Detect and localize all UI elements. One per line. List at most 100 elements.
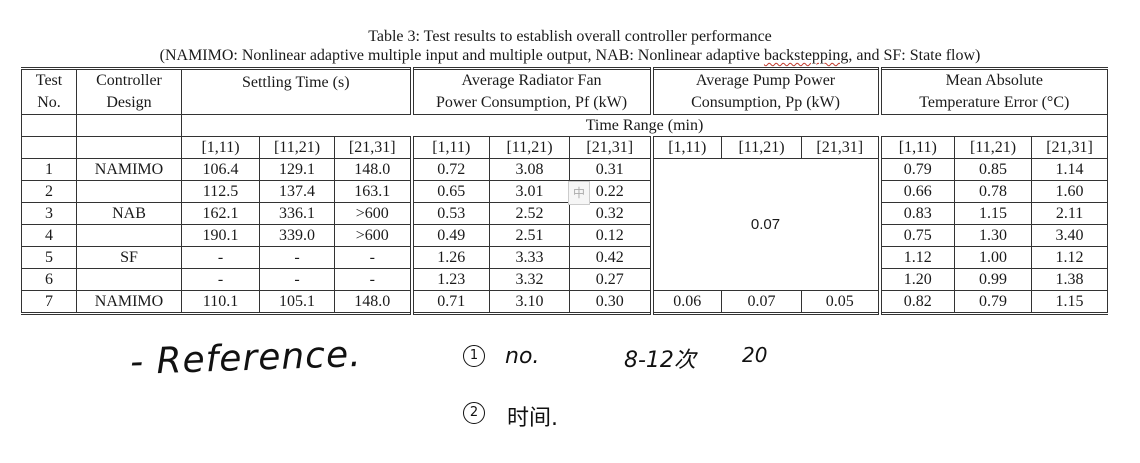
range-label: [11,21) xyxy=(954,136,1033,159)
header-temp-error: Mean Absolute Temperature Error (°C) xyxy=(877,68,1109,115)
header-time-range: Time Range (min) xyxy=(180,114,1109,137)
header-controller-design: Controller Design xyxy=(76,68,182,115)
fan-cell: 0.71 xyxy=(409,290,490,314)
settling-cell: 112.5 xyxy=(181,180,260,203)
fan-cell: 3.33 xyxy=(489,246,570,269)
settling-cell: - xyxy=(181,268,260,291)
settling-cell: - xyxy=(181,246,260,269)
temp-cell: 0.66 xyxy=(877,180,956,203)
settling-cell: 148.0 xyxy=(334,158,412,181)
fan-cell: 0.65 xyxy=(409,180,490,203)
note-item-2-marker: 2 xyxy=(463,400,497,425)
settling-cell: >600 xyxy=(334,202,412,225)
fan-cell: 0.42 xyxy=(569,246,652,269)
temp-cell: 1.38 xyxy=(1031,268,1109,291)
note-item-2: 时间. xyxy=(507,406,558,431)
fan-cell: 0.32 xyxy=(569,202,652,225)
settling-cell: 105.1 xyxy=(259,290,335,314)
table-row: 7 NAMIMO 110.1 105.1 148.0 0.71 3.10 0.3… xyxy=(21,290,1109,314)
table-row: 1 NAMIMO 106.4 129.1 148.0 0.72 3.08 0.3… xyxy=(21,158,1109,291)
fan-cell: 3.08 xyxy=(489,158,570,181)
fan-cell: 0.12 xyxy=(569,224,652,247)
temp-cell: 0.82 xyxy=(877,290,956,314)
range-label: [21,31] xyxy=(569,136,652,159)
temp-cell: 3.40 xyxy=(1031,224,1109,247)
pump-cell: 0.06 xyxy=(649,290,722,314)
design-cell xyxy=(76,180,182,203)
fan-cell: 3.01 xyxy=(489,180,570,203)
settling-cell: 106.4 xyxy=(181,158,260,181)
test-no-cell: 2 xyxy=(21,180,77,203)
range-label: [1,11) xyxy=(181,136,260,159)
fan-cell: 0.49 xyxy=(409,224,490,247)
header-fan-power: Average Radiator Fan Power Consumption, P… xyxy=(409,68,652,115)
range-label: [11,21) xyxy=(489,136,570,159)
note-item-1-marker: 1 xyxy=(463,343,497,368)
caption-subtitle: (NAMIMO: Nonlinear adaptive multiple inp… xyxy=(159,47,981,64)
pump-cell: 0.05 xyxy=(800,290,881,314)
settling-cell: 148.0 xyxy=(334,290,412,314)
fan-cell: 0.31 xyxy=(569,158,652,181)
settling-cell: - xyxy=(259,246,335,269)
settling-cell: 163.1 xyxy=(334,180,412,203)
settling-cell: >600 xyxy=(334,224,412,247)
settling-cell: 110.1 xyxy=(181,290,260,314)
test-no-cell: 5 xyxy=(21,246,77,269)
range-header-row: [1,11) [11,21) [21,31] [1,11) [11,21) [2… xyxy=(21,136,1109,159)
note-reference: - Reference. xyxy=(129,333,363,384)
pump-cell: 0.07 xyxy=(721,290,802,314)
fan-cell: 0.53 xyxy=(409,202,490,225)
temp-cell: 1.15 xyxy=(1031,290,1109,314)
test-no-cell: 3 xyxy=(21,202,77,225)
temp-cell: 1.15 xyxy=(954,202,1033,225)
design-cell xyxy=(76,224,182,247)
temp-cell: 0.75 xyxy=(877,224,956,247)
temp-cell: 0.83 xyxy=(877,202,956,225)
settling-cell: 339.0 xyxy=(259,224,335,247)
test-no-cell: 1 xyxy=(21,158,77,181)
fan-cell: 0.27 xyxy=(569,268,652,291)
fan-cell: 1.26 xyxy=(409,246,490,269)
design-cell: NAMIMO xyxy=(76,290,182,314)
ime-indicator-icon: 中 xyxy=(568,181,590,205)
temp-cell: 1.30 xyxy=(954,224,1033,247)
caption-title: Table 3: Test results to establish overa… xyxy=(368,28,772,45)
settling-cell: - xyxy=(334,268,412,291)
table-row: 2 112.5 137.4 163.1 0.65 3.01 0.22 0.66 … xyxy=(21,180,1109,203)
settling-cell: 129.1 xyxy=(259,158,335,181)
temp-cell: 2.11 xyxy=(1031,202,1109,225)
range-label: [11,21) xyxy=(259,136,335,159)
settling-cell: 137.4 xyxy=(259,180,335,203)
table-row: 5 SF - - - 1.26 3.33 0.42 1.12 1.00 1.12 xyxy=(21,246,1109,269)
test-no-cell: 6 xyxy=(21,268,77,291)
design-cell: SF xyxy=(76,246,182,269)
header-pump-power: Average Pump Power Consumption, Pp (kW) xyxy=(649,68,881,115)
results-table: Test No. Controller Design Settling Time (… xyxy=(21,67,1109,315)
fan-cell: 0.30 xyxy=(569,290,652,314)
temp-cell: 0.99 xyxy=(954,268,1033,291)
design-cell: NAMIMO xyxy=(76,158,182,181)
temp-cell: 0.78 xyxy=(954,180,1033,203)
temp-cell: 1.12 xyxy=(877,246,956,269)
fan-cell: 0.72 xyxy=(409,158,490,181)
fan-cell: 2.51 xyxy=(489,224,570,247)
note-item-1-range: 8-12次 xyxy=(624,348,696,373)
temp-cell: 0.79 xyxy=(877,158,956,181)
temp-cell: 0.85 xyxy=(954,158,1033,181)
temp-cell: 0.79 xyxy=(954,290,1033,314)
table-row: 6 - - - 1.23 3.32 0.27 1.20 0.99 1.38 xyxy=(21,268,1109,291)
range-label: [11,21) xyxy=(721,136,802,159)
settling-cell: - xyxy=(259,268,335,291)
table-row: 4 190.1 339.0 >600 0.49 2.51 0.12 0.75 1… xyxy=(21,224,1109,247)
table-row: 3 NAB 162.1 336.1 >600 0.53 2.52 0.32 0.… xyxy=(21,202,1109,225)
design-cell: NAB xyxy=(76,202,182,225)
spellcheck-word: backstepping xyxy=(763,47,849,64)
table-caption: Table 3: Test results to establish overa… xyxy=(0,27,1140,65)
test-no-cell: 7 xyxy=(21,290,77,314)
header-test-no: Test No. xyxy=(21,68,77,115)
temp-cell: 1.12 xyxy=(1031,246,1109,269)
note-item-1-count: 20 xyxy=(742,343,768,367)
settling-cell: 336.1 xyxy=(259,202,335,225)
range-label: [21,31] xyxy=(334,136,412,159)
temp-cell: 1.20 xyxy=(877,268,956,291)
